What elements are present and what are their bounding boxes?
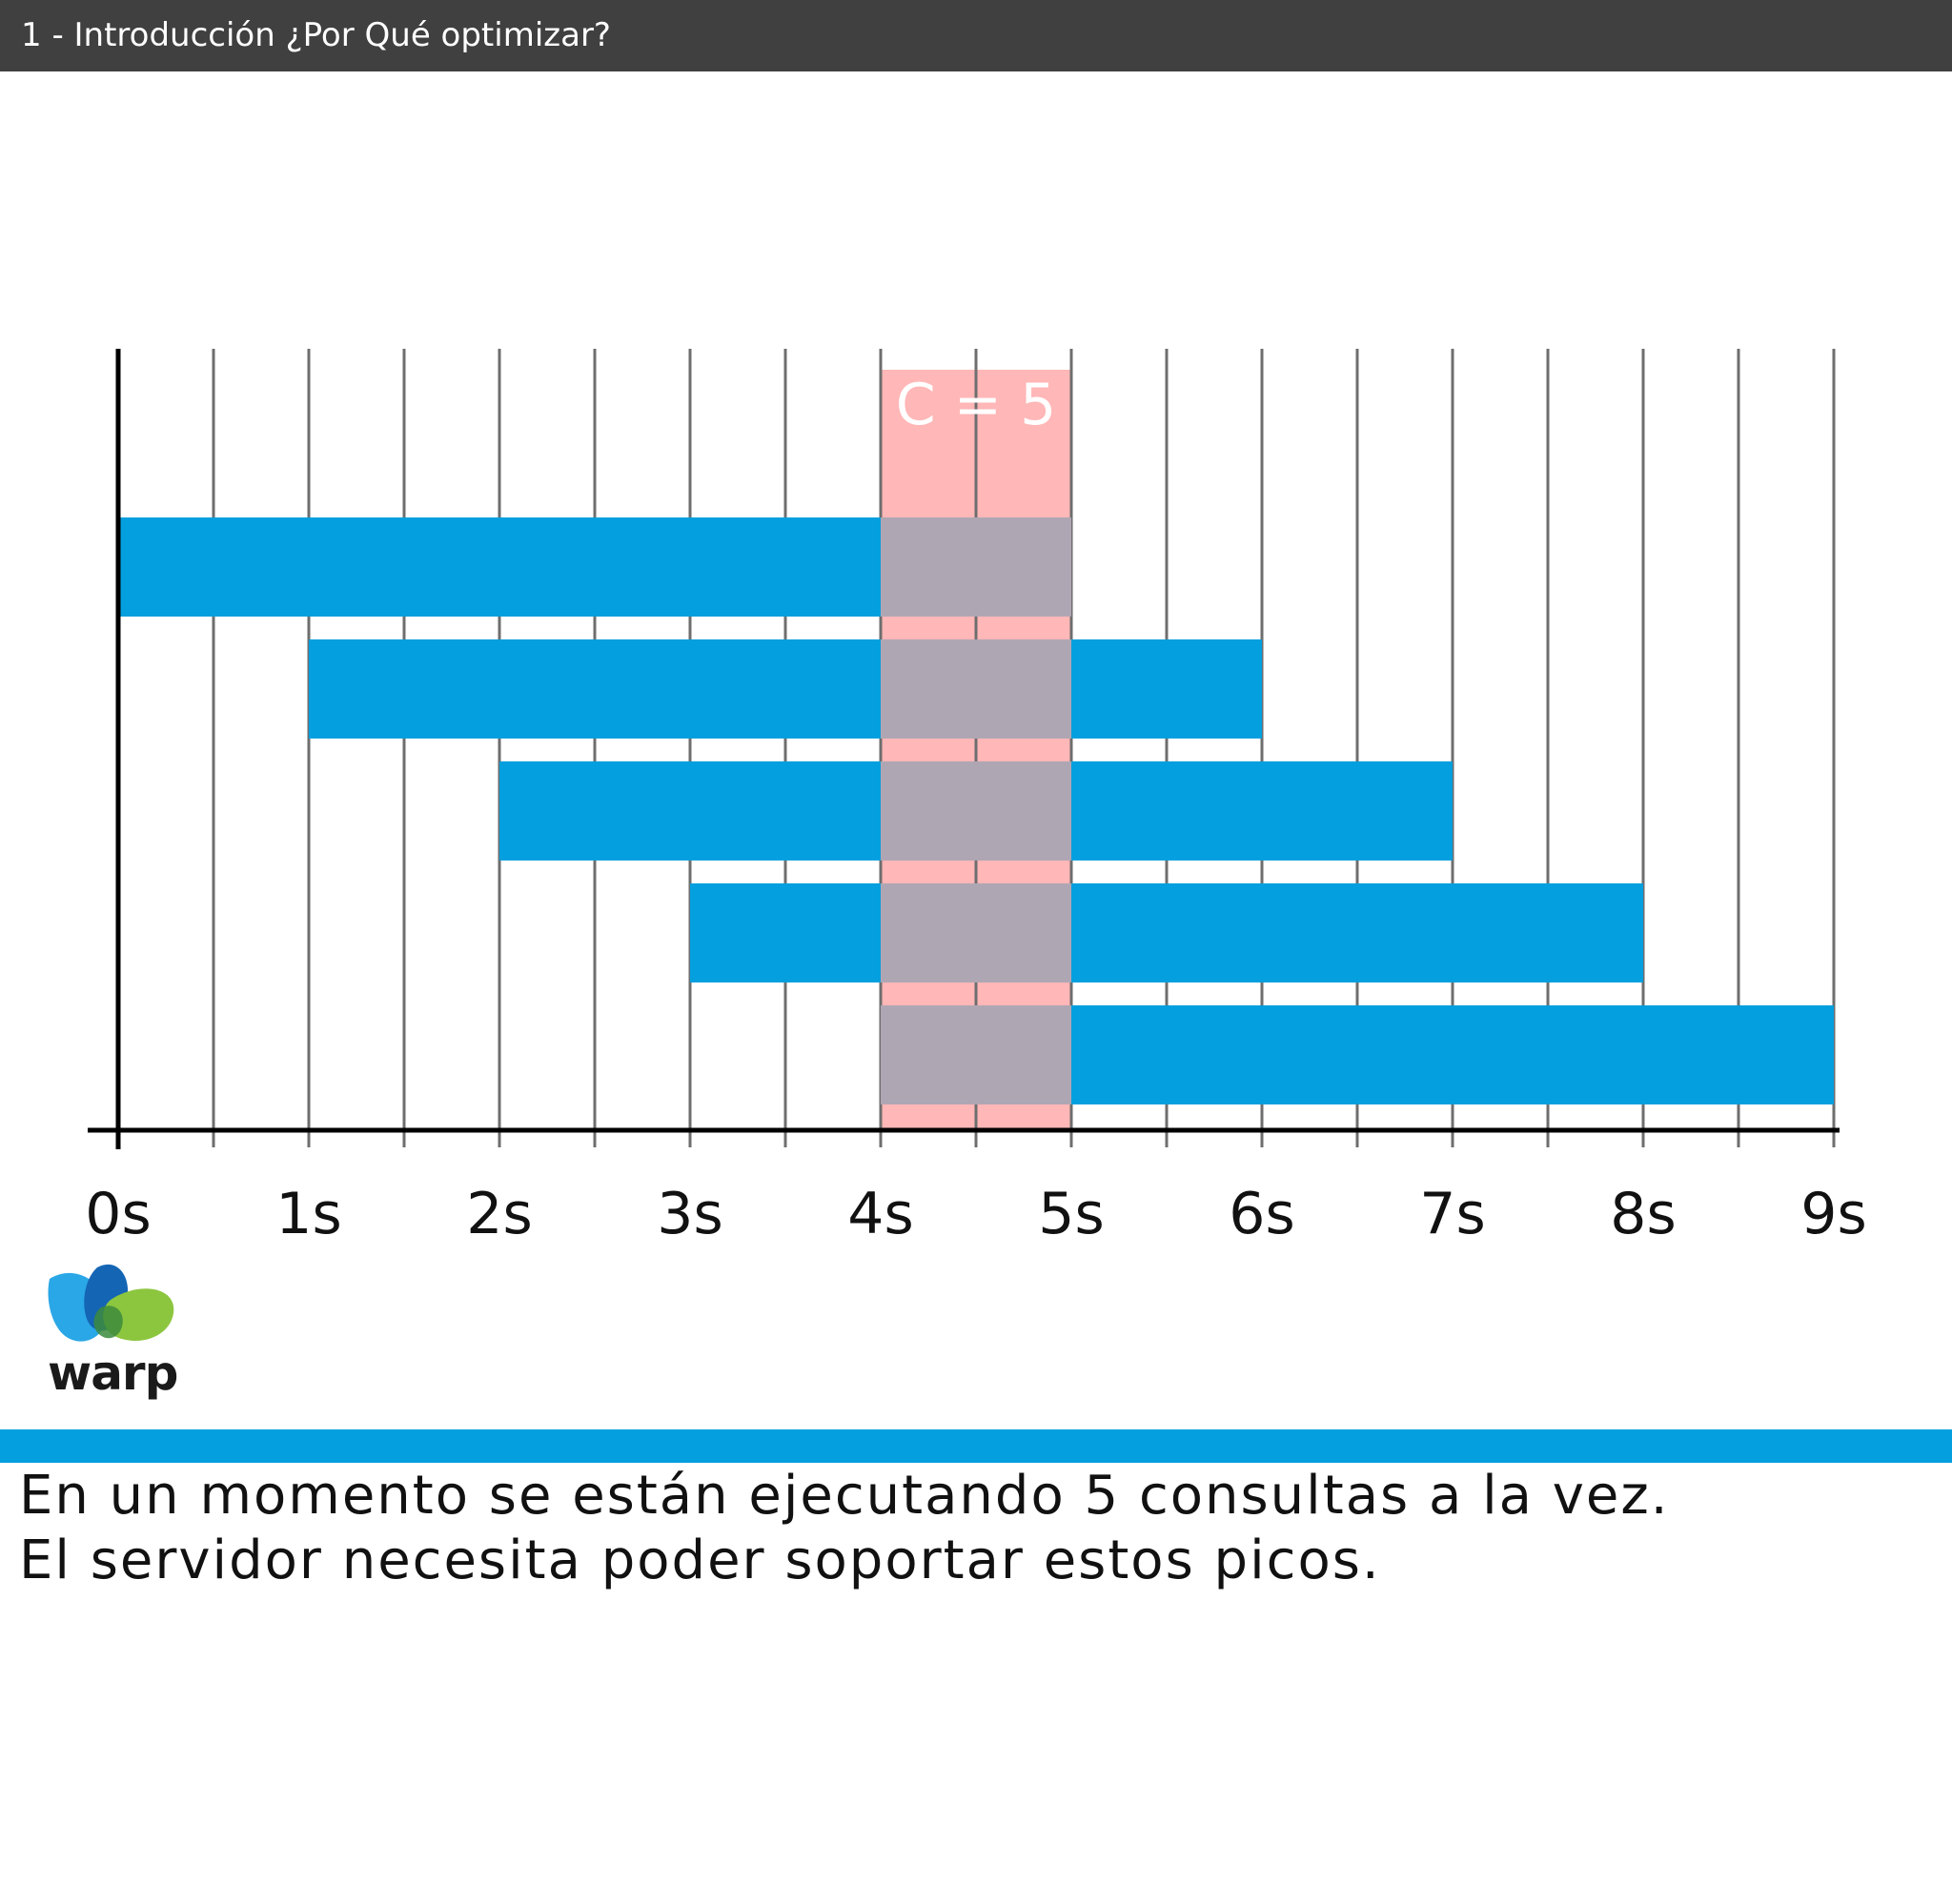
caption-line-1: En un momento se están ejecutando 5 cons…: [19, 1465, 1670, 1527]
highlight-label: C = 5: [896, 372, 1057, 438]
x-tick-label: 0s: [85, 1181, 151, 1247]
overlap-segment: [881, 883, 1071, 982]
x-tick-label: 7s: [1419, 1181, 1485, 1247]
query-bar: [690, 883, 1643, 982]
x-tick-label: 8s: [1610, 1181, 1676, 1247]
x-tick-label: 1s: [275, 1181, 341, 1247]
caption-line-2: El servidor necesita poder soportar esto…: [19, 1529, 1381, 1591]
overlap-segment: [881, 639, 1071, 739]
slide-title-bar: 1 - Introducción ¿Por Qué optimizar?: [0, 0, 1952, 71]
query-bar: [309, 639, 1262, 739]
slide-title: 1 - Introducción ¿Por Qué optimizar?: [21, 16, 611, 54]
x-tick-label: 4s: [847, 1181, 913, 1247]
x-tick-label: 9s: [1800, 1181, 1866, 1247]
x-tick-label: 5s: [1038, 1181, 1104, 1247]
x-tick-label: 6s: [1229, 1181, 1294, 1247]
concurrency-chart: C = 5 0s 1s 2s 3s 4s 5s 6s 7s 8s 9s: [85, 349, 1867, 1247]
x-tick-label: 2s: [466, 1181, 532, 1247]
overlap-segment: [881, 1005, 1071, 1104]
x-tick-label: 3s: [657, 1181, 722, 1247]
warp-logo-icon: [48, 1264, 174, 1342]
overlap-segment: [881, 517, 1071, 617]
caption-divider: [0, 1429, 1952, 1463]
logo-text: warp: [48, 1346, 178, 1401]
caption: En un momento se están ejecutando 5 cons…: [19, 1464, 1670, 1593]
overlap-segment: [881, 761, 1071, 861]
